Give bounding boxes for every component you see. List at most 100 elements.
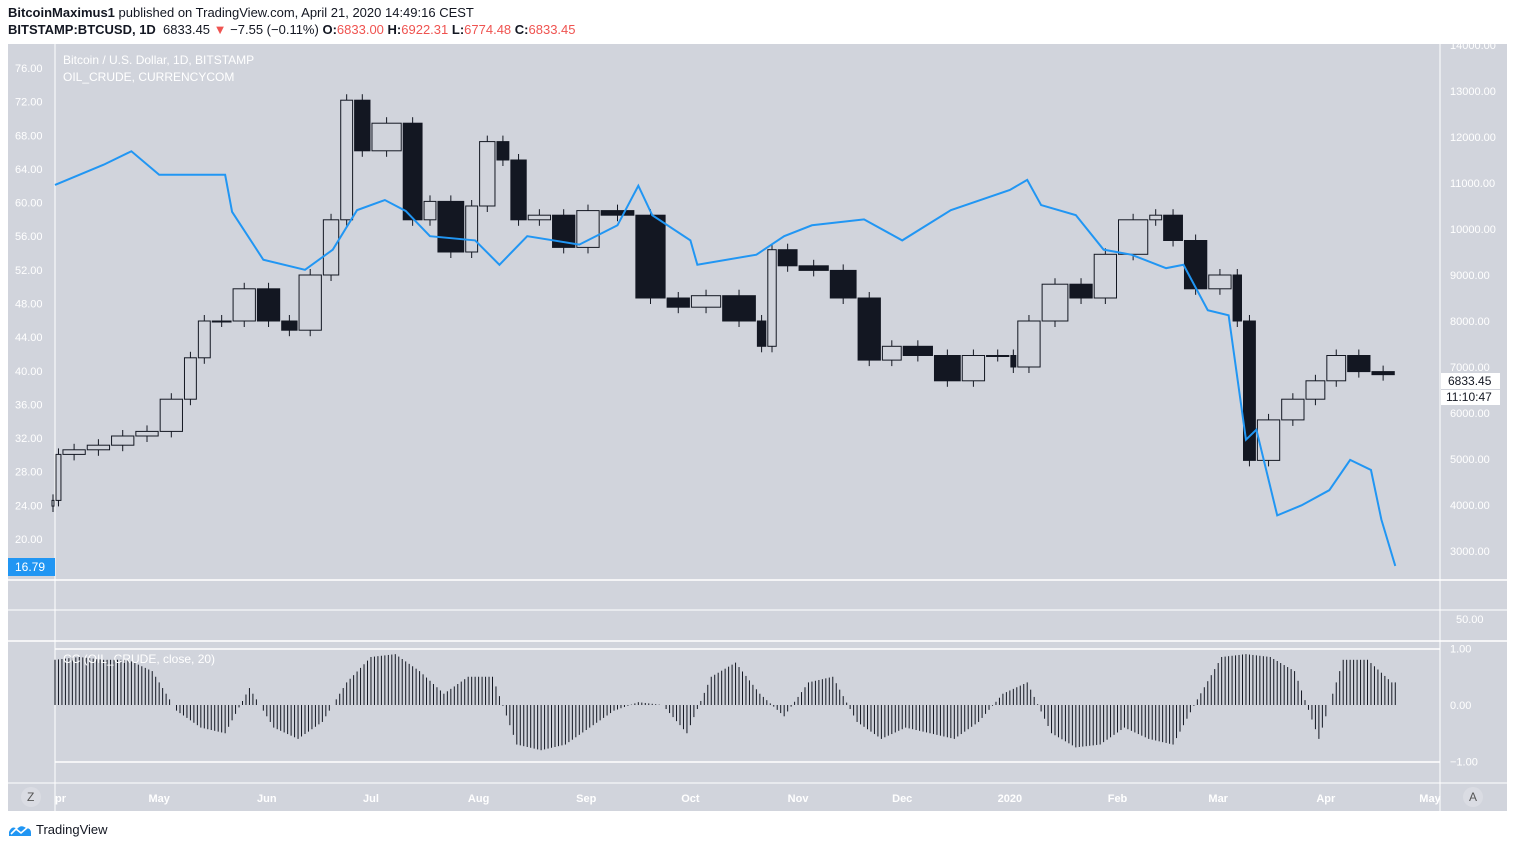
candle <box>1326 355 1347 382</box>
tradingview-logo-icon <box>9 825 31 836</box>
candle <box>256 288 281 322</box>
candle <box>777 249 798 267</box>
countdown-tag <box>1441 390 1500 405</box>
candle <box>197 320 211 359</box>
candle <box>479 141 496 207</box>
oil-axis-tick: 64.00 <box>15 164 43 176</box>
candle <box>933 355 961 382</box>
oil-axis-tick: 72.00 <box>15 97 43 109</box>
oil-axis-tick: 20.00 <box>15 534 43 546</box>
countdown-label: 11:10:47 <box>1446 390 1492 404</box>
btc-axis-tick: 6000.00 <box>1450 408 1490 420</box>
btc-axis-tick: 14000.00 <box>1450 40 1496 52</box>
high-label: H: <box>387 22 402 37</box>
btc-axis-tick: 3000.00 <box>1450 546 1490 558</box>
zoom-reset-button[interactable] <box>21 787 41 807</box>
candle <box>1256 419 1281 461</box>
candle <box>881 345 902 361</box>
btc-axis-tick: 13000.00 <box>1450 86 1496 98</box>
publish-info: BitcoinMaximus1 published on TradingView… <box>8 5 474 20</box>
oil-axis-tick: 32.00 <box>15 433 43 445</box>
candle <box>1163 214 1183 241</box>
candle <box>552 214 576 248</box>
candle <box>111 435 135 446</box>
btc-axis-tick: 9000.00 <box>1450 270 1490 282</box>
btc-axis-tick: 4000.00 <box>1450 500 1490 512</box>
candle <box>62 449 86 455</box>
oil-last-tag <box>8 558 55 576</box>
oil-axis-tick: 40.00 <box>15 366 43 378</box>
candle <box>576 210 600 248</box>
empty-pane-tick: 50.00 <box>1456 614 1484 626</box>
candle <box>986 355 1010 357</box>
oil-last-label: 16.79 <box>15 560 45 574</box>
candle <box>1069 283 1093 299</box>
candle <box>423 200 437 221</box>
btc-axis-tick: 12000.00 <box>1450 132 1496 144</box>
cc-axis-tick: 0.00 <box>1450 700 1471 712</box>
candle <box>527 214 552 221</box>
candle <box>857 297 881 361</box>
candle <box>1281 398 1305 421</box>
footer: TradingView <box>8 822 108 837</box>
oil-axis-tick: 24.00 <box>15 500 43 512</box>
candle <box>756 320 767 347</box>
time-axis-tick: May <box>148 793 170 805</box>
main-legend: Bitcoin / U.S. Dollar, 1D, BITSTAMP <box>63 53 254 67</box>
candle <box>600 210 635 216</box>
close-label: C: <box>514 22 529 37</box>
btc-axis-tick: 5000.00 <box>1450 454 1490 466</box>
oil-line <box>54 150 1397 567</box>
symbol: BITSTAMP:BTCUSD, 1D <box>8 22 156 37</box>
candle <box>55 453 62 501</box>
symbol-info: BITSTAMP:BTCUSD, 1D 6833.45 ▼ −7.55 (−0.… <box>8 22 576 37</box>
candle <box>902 345 933 356</box>
btc-axis-tick: 8000.00 <box>1450 316 1490 328</box>
candle <box>159 398 183 432</box>
time-axis-tick: Dec <box>892 793 912 805</box>
oil-axis-tick: 52.00 <box>15 265 43 277</box>
pane-dividers <box>8 44 1507 811</box>
time-axis-tick: Feb <box>1108 793 1128 805</box>
candle <box>496 141 510 161</box>
candle <box>340 99 354 221</box>
candle <box>666 297 690 308</box>
oil-axis-tick: 44.00 <box>15 332 43 344</box>
zoom-button-label: Z <box>27 790 34 804</box>
candle <box>322 219 340 276</box>
candle <box>86 444 111 451</box>
candle <box>232 288 256 322</box>
time-axis-tick: May <box>1419 793 1441 805</box>
candle <box>961 355 986 382</box>
publish-date: published on TradingView.com, April 21, … <box>118 5 474 20</box>
oil-axis-tick: 28.00 <box>15 467 43 479</box>
author[interactable]: BitcoinMaximus1 <box>8 5 115 20</box>
low-label: L: <box>451 22 465 37</box>
time-axis-tick: Oct <box>681 793 700 805</box>
tradingview-brand[interactable]: TradingView <box>36 822 108 837</box>
candle <box>1305 380 1326 400</box>
candle <box>690 295 722 308</box>
close-value: 6833.45 <box>528 22 576 37</box>
candle <box>281 320 298 331</box>
indicator-legend: CC (OIL_CRUDE, close, 20) <box>63 652 215 666</box>
time-axis-tick: Jul <box>363 793 379 805</box>
auto-scale-button[interactable] <box>1463 787 1483 807</box>
candle <box>1010 355 1017 368</box>
candle <box>465 205 479 253</box>
candle <box>1208 274 1232 290</box>
time-axis-tick: pr <box>55 793 67 805</box>
btc-axis-tick: 11000.00 <box>1450 178 1495 190</box>
oil-axis-tick: 48.00 <box>15 298 43 310</box>
high-value: 6922.31 <box>401 22 449 37</box>
oil-axis-tick: 76.00 <box>15 63 43 75</box>
candle <box>1017 320 1041 368</box>
oil-axis-tick: 60.00 <box>15 198 43 210</box>
time-axis-tick: Jun <box>257 793 277 805</box>
cc-axis-tick: −1.00 <box>1450 757 1478 769</box>
candle <box>183 357 197 400</box>
candle <box>829 269 857 299</box>
candle <box>767 249 777 347</box>
overlay-legend: OIL_CRUDE, CURRENCYCOM <box>63 70 234 84</box>
